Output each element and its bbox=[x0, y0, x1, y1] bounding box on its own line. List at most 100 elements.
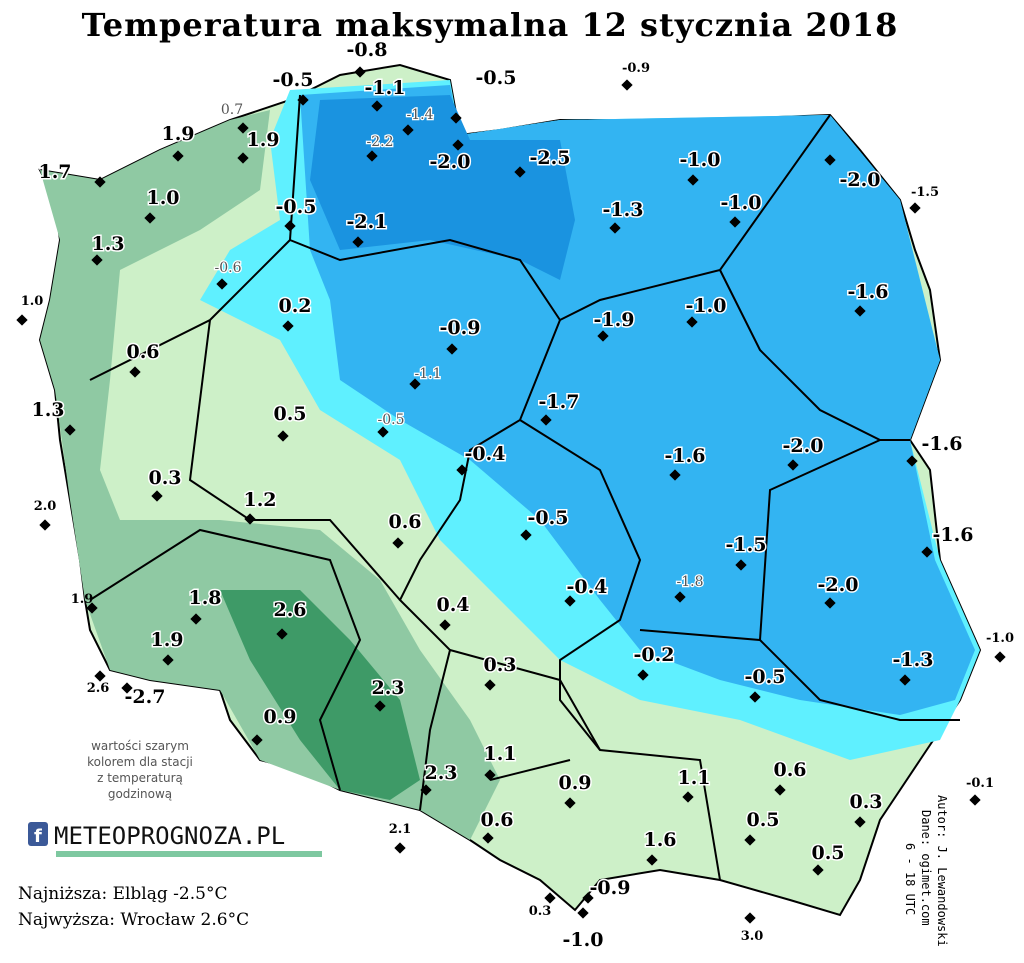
station-dot bbox=[994, 651, 1006, 663]
station-dot bbox=[374, 700, 386, 712]
credits: Autor: J. Lewandowski Dane: ogimet.com 6… bbox=[903, 795, 949, 947]
stations: -0.8-0.5 -1.1 -0.50.7 -1.4-2.2-2.0-0.91.9 1.… bbox=[16, 38, 1014, 953]
station-label: 1.2 bbox=[243, 489, 276, 511]
station-dot bbox=[824, 154, 836, 166]
note: wartości szarym kolorem dla stacji z tem… bbox=[87, 739, 193, 801]
station-dot bbox=[284, 220, 296, 232]
station-dot bbox=[787, 459, 799, 471]
border bbox=[719, 269, 910, 441]
station-dot bbox=[824, 597, 836, 609]
station-label: -1.0 bbox=[686, 295, 727, 317]
station-label: -0.5 bbox=[378, 412, 405, 428]
credit: Autor: J. Lewandowski bbox=[935, 795, 949, 947]
station-label: -1.7 bbox=[539, 391, 580, 413]
station-label: 1.3 bbox=[91, 233, 124, 255]
station-label: 2.3 bbox=[371, 677, 404, 699]
station-label: 0.3 bbox=[849, 791, 882, 813]
station-label: 0.7 bbox=[221, 102, 243, 118]
border bbox=[519, 419, 721, 881]
station-dot bbox=[484, 679, 496, 691]
station-label: -0.4 bbox=[567, 576, 608, 598]
station-label: 0.5 bbox=[811, 842, 844, 864]
station-dot bbox=[906, 455, 918, 467]
station-label: 0.6 bbox=[773, 759, 806, 781]
zone-dark-green bbox=[220, 590, 420, 800]
station-dot bbox=[909, 202, 921, 214]
station-label: -1.1 bbox=[415, 366, 442, 382]
station-label: 0.3 bbox=[483, 654, 516, 676]
station-dot bbox=[409, 378, 421, 390]
station-label: -1.9 bbox=[594, 309, 635, 331]
station-label: -1.6 bbox=[922, 433, 963, 455]
station-label: 1.0 bbox=[21, 294, 44, 309]
station-dot bbox=[366, 150, 378, 162]
station-label: -0.1 bbox=[966, 776, 994, 791]
station-dot bbox=[674, 591, 686, 603]
station-dot bbox=[729, 216, 741, 228]
station-label: -1.0 bbox=[721, 192, 762, 214]
station-label: -1.3 bbox=[603, 199, 644, 221]
station-label: -0.9 bbox=[590, 877, 631, 899]
station-label: 0.6 bbox=[480, 809, 513, 831]
station-dot bbox=[216, 278, 228, 290]
station-label: 1.8 bbox=[188, 587, 221, 609]
station-label: 0.9 bbox=[558, 772, 591, 794]
station-label: -0.5 bbox=[745, 666, 786, 688]
logo-bar bbox=[56, 851, 322, 857]
station-label: -0.9 bbox=[440, 317, 481, 339]
note-line: kolorem dla stacji bbox=[87, 755, 193, 769]
summary-line: Najniższa: Elbląg -2.5°C bbox=[18, 884, 227, 904]
station-dot bbox=[276, 628, 288, 640]
station-dot bbox=[172, 150, 184, 162]
map-shapes bbox=[38, 63, 982, 917]
border bbox=[639, 439, 881, 642]
station-label: -2.7 bbox=[125, 686, 166, 708]
station-dot bbox=[564, 595, 576, 607]
credit: 6 - 18 UTC bbox=[903, 843, 917, 915]
zone-mid-green bbox=[40, 110, 500, 840]
facebook-f: f bbox=[34, 826, 42, 847]
note-line: wartości szarym bbox=[91, 739, 189, 753]
station-dot bbox=[812, 864, 824, 876]
station-dot bbox=[439, 619, 451, 631]
station-dot bbox=[687, 174, 699, 186]
station-label: 1.1 bbox=[677, 767, 710, 789]
station-label: -1.8 bbox=[677, 574, 704, 590]
station-dot bbox=[394, 842, 406, 854]
station-dot bbox=[94, 670, 106, 682]
station-dot bbox=[854, 305, 866, 317]
station-label: -1.0 bbox=[986, 631, 1014, 646]
station-dot bbox=[921, 546, 933, 558]
station-label: 1.6 bbox=[643, 829, 676, 851]
station-label: -2.0 bbox=[783, 435, 824, 457]
station-dot bbox=[735, 559, 747, 571]
station-label: -2.0 bbox=[840, 169, 881, 191]
borders bbox=[89, 94, 960, 881]
station-label: -2.5 bbox=[530, 147, 571, 169]
station-dot bbox=[129, 366, 141, 378]
station-label: -1.0 bbox=[563, 929, 604, 951]
station-label: -1.5 bbox=[726, 534, 767, 556]
station-label: -0.5 bbox=[273, 69, 314, 91]
station-label: 1.9 bbox=[71, 592, 94, 607]
station-label: 1.0 bbox=[146, 187, 179, 209]
station-dot bbox=[39, 519, 51, 531]
station-dot bbox=[520, 529, 532, 541]
station-label: 2.0 bbox=[34, 499, 57, 514]
border bbox=[288, 94, 831, 322]
border bbox=[89, 528, 362, 791]
station-label: 0.4 bbox=[436, 594, 469, 616]
station-label: 0.5 bbox=[273, 403, 306, 425]
station-dot bbox=[744, 834, 756, 846]
station-label: -1.5 bbox=[911, 185, 939, 200]
station-label: -0.4 bbox=[465, 443, 506, 465]
station-label: 2.6 bbox=[87, 681, 110, 696]
station-dot bbox=[749, 691, 761, 703]
station-dot bbox=[969, 794, 981, 806]
station-label: -1.1 bbox=[365, 77, 406, 99]
station-label: -2.0 bbox=[430, 151, 471, 173]
station-dot bbox=[854, 816, 866, 828]
station-label: -1.3 bbox=[893, 649, 934, 671]
station-label: 3.0 bbox=[741, 929, 764, 944]
station-label: -0.5 bbox=[476, 67, 517, 89]
